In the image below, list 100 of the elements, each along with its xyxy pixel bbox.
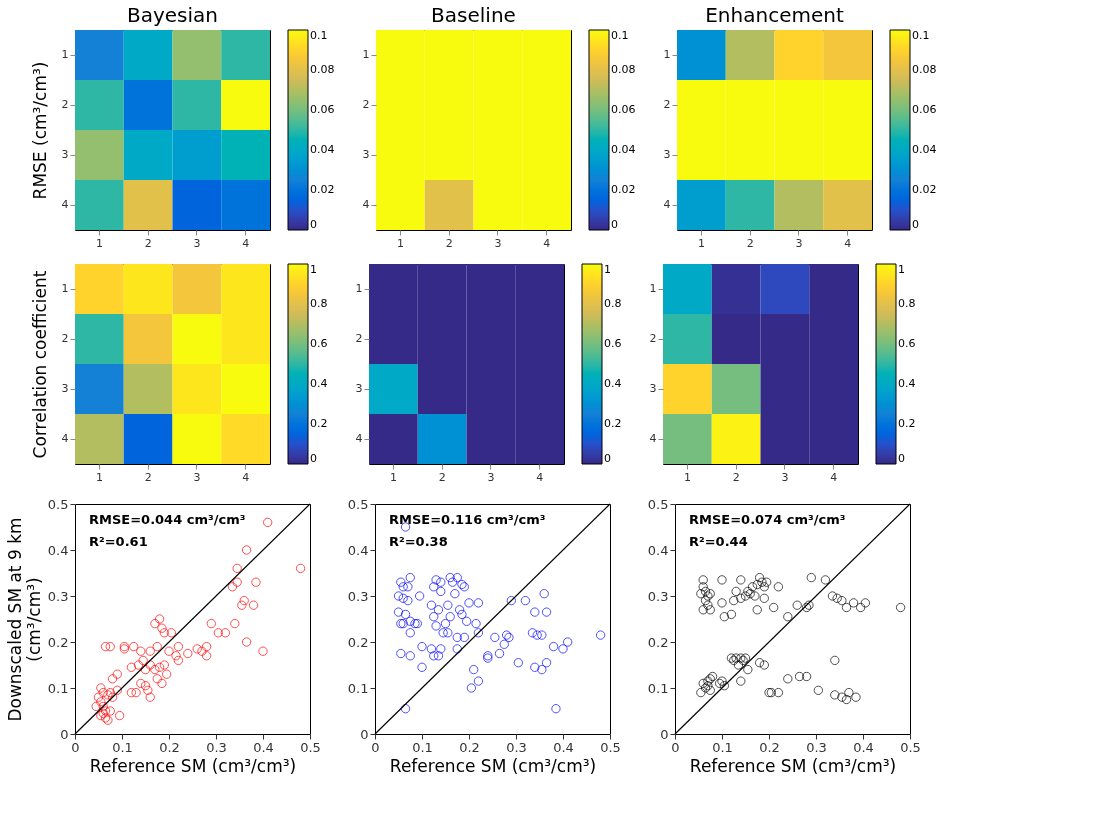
y-tick-label: 0	[60, 726, 69, 742]
y-tick-label: 1	[355, 282, 363, 295]
color-bar-label: 0	[604, 452, 611, 465]
y-tick-label: 2	[61, 332, 69, 345]
x-tick-label: 2	[144, 470, 152, 484]
color-bar-label: 0.1	[912, 29, 930, 42]
x-tick-label: 1	[683, 470, 691, 484]
y-tick-label: 4	[362, 198, 370, 211]
x-tick-label: 0.2	[759, 739, 780, 755]
x-tick-label: 1	[389, 470, 397, 484]
y-tick-label: 0.2	[347, 634, 369, 650]
x-tick-label: 2	[438, 470, 446, 484]
y-tick-label: 0.1	[347, 680, 369, 696]
x-tick-label: 0	[71, 739, 80, 755]
x-tick-label: 0.2	[459, 739, 480, 755]
y-tick-label: 4	[61, 432, 69, 445]
y-tick-label: 1	[61, 282, 69, 295]
x-tick-label: 4	[242, 470, 250, 484]
y-tick-label: 2	[663, 98, 671, 111]
x-axis-title: Reference SM (cm³/cm³)	[89, 755, 297, 776]
x-tick-label: 1	[95, 470, 103, 484]
y-tick-label: 0.1	[47, 680, 69, 696]
color-bar-label: 0	[310, 218, 317, 231]
y-tick-label: 0.3	[347, 588, 369, 604]
color-bar-label: 1	[604, 263, 611, 276]
color-bar-label: 0.6	[898, 337, 916, 350]
x-tick-label: 2	[746, 236, 754, 250]
y-tick-label: 0.2	[647, 634, 669, 650]
color-bar-label: 0.08	[310, 63, 335, 76]
color-bar-label: 0.4	[604, 377, 622, 390]
color-bar-label: 0.06	[310, 103, 335, 116]
color-bar-label: 0.02	[912, 183, 937, 196]
x-tick-label: 3	[795, 236, 803, 250]
chart-title: Bayesian	[126, 3, 219, 27]
y-tick-label: 3	[61, 148, 69, 161]
y-tick-label: 0.1	[647, 680, 669, 696]
y-tick-label: 1	[663, 48, 671, 61]
y-axis-title: Correlation coefficient	[29, 270, 50, 459]
color-bar-label: 0.06	[611, 103, 636, 116]
x-tick-label: 0.4	[553, 739, 574, 755]
y-tick-label: 0.4	[47, 542, 69, 558]
y-tick-label: 0.5	[647, 496, 669, 512]
annotation: R²=0.44	[689, 534, 748, 549]
y-tick-label: 1	[61, 48, 69, 61]
annotation: R²=0.61	[89, 534, 148, 549]
color-bar-label: 0.2	[898, 417, 916, 430]
x-tick-label: 3	[494, 236, 502, 250]
color-bar-label: 0.4	[898, 377, 916, 390]
y-tick-label: 0.3	[47, 588, 69, 604]
x-tick-label: 2	[732, 470, 740, 484]
color-bar-label: 0	[611, 218, 618, 231]
x-tick-label: 1	[697, 236, 705, 250]
x-tick-label: 3	[193, 470, 201, 484]
color-bar-label: 0.04	[611, 143, 636, 156]
y-tick-label: 4	[61, 198, 69, 211]
x-tick-label: 3	[193, 236, 201, 250]
y-tick-label: 3	[355, 382, 363, 395]
x-tick-label: 0.1	[712, 739, 733, 755]
y-tick-label: 0	[360, 726, 369, 742]
y-tick-label: 4	[355, 432, 363, 445]
y-tick-label: 2	[61, 98, 69, 111]
x-tick-label: 0.1	[112, 739, 133, 755]
x-tick-label: 0.3	[506, 739, 527, 755]
y-tick-label: 0.4	[347, 542, 369, 558]
color-bar-label: 0.2	[604, 417, 622, 430]
color-bar-label: 0	[898, 452, 905, 465]
y-tick-label: 3	[663, 148, 671, 161]
color-bar-label: 0.2	[310, 417, 328, 430]
x-tick-label: 2	[445, 236, 453, 250]
x-tick-label: 0.4	[853, 739, 874, 755]
color-bar-label: 0.02	[611, 183, 636, 196]
color-bar-label: 0.6	[310, 337, 328, 350]
y-tick-label: 2	[649, 332, 657, 345]
y-tick-label: 0.5	[347, 496, 369, 512]
x-tick-label: 4	[844, 236, 852, 250]
x-tick-label: 3	[781, 470, 789, 484]
annotation: RMSE=0.074 cm³/cm³	[689, 512, 846, 527]
color-bar-label: 0.08	[611, 63, 636, 76]
y-tick-label: 0.3	[647, 588, 669, 604]
y-tick-label: 0	[660, 726, 669, 742]
y-tick-label: 2	[362, 98, 370, 111]
x-tick-label: 2	[144, 236, 152, 250]
y-tick-label: 3	[362, 148, 370, 161]
x-tick-label: 0.5	[600, 739, 621, 755]
y-tick-label: 3	[649, 382, 657, 395]
color-bar-label: 0.6	[604, 337, 622, 350]
x-tick-label: 0.4	[253, 739, 274, 755]
y-tick-label: 0.2	[47, 634, 69, 650]
chart-title: Enhancement	[705, 3, 844, 27]
color-bar-label: 0.06	[912, 103, 937, 116]
y-tick-label: 0.4	[647, 542, 669, 558]
chart-title: Baseline	[431, 3, 516, 27]
color-bar-label: 0.8	[310, 297, 328, 310]
x-axis-title: Reference SM (cm³/cm³)	[389, 755, 597, 776]
color-bar-label: 0.04	[310, 143, 335, 156]
x-tick-label: 3	[487, 470, 495, 484]
x-axis-title: Reference SM (cm³/cm³)	[689, 755, 897, 776]
x-tick-label: 4	[830, 470, 838, 484]
color-bar-label: 0.8	[898, 297, 916, 310]
x-tick-label: 0.3	[806, 739, 827, 755]
